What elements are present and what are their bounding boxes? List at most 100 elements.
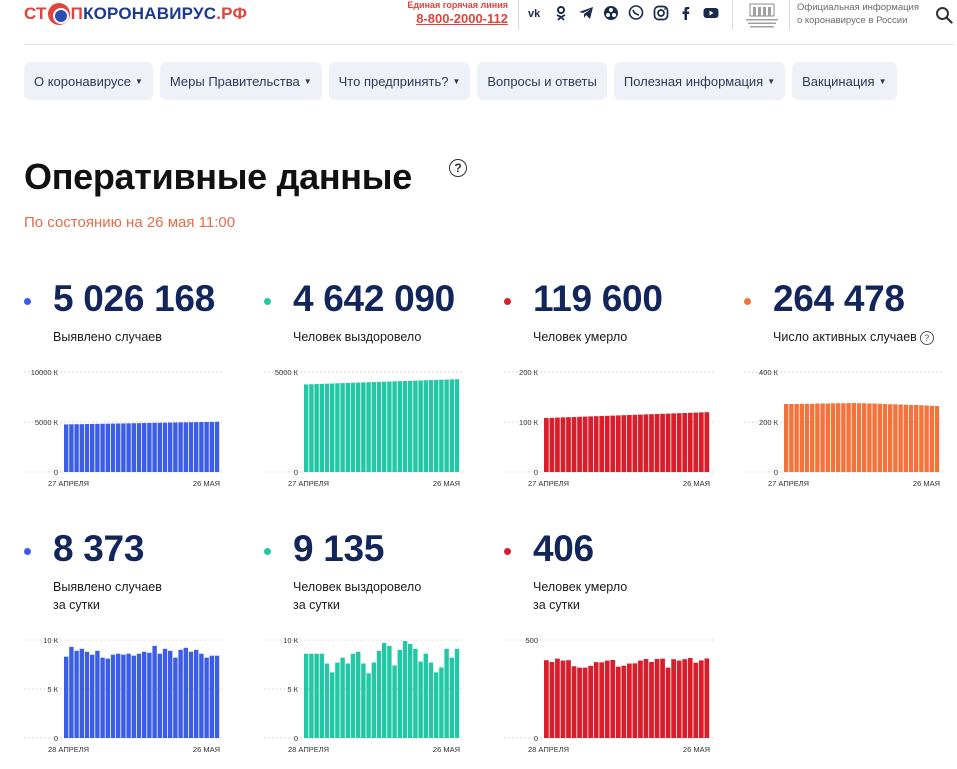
chart-cases-daily: 10 К 5 К 0 28 АПРЕЛЯ 26 МАЯ <box>24 636 224 754</box>
government-emblem-icon[interactable] <box>742 2 782 30</box>
nav-item-useful-info[interactable]: Полезная информация ▼ <box>613 62 786 100</box>
nav-item-what-to-do[interactable]: Что предпринять? ▼ <box>328 62 471 100</box>
stat-card-active-cases: 264 478 Число активных случаев? <box>744 278 957 345</box>
chart-bar <box>665 413 671 472</box>
chart-bar <box>428 662 434 738</box>
chart-bar <box>810 403 815 472</box>
viber-icon[interactable] <box>628 5 644 21</box>
hotline-phone-link[interactable]: 8-800-2000-112 <box>416 11 508 26</box>
chart-bar <box>188 651 194 738</box>
nav-item-government-measures[interactable]: Меры Правительства ▼ <box>159 62 322 100</box>
chart-bar <box>79 648 84 738</box>
chart-bar <box>371 662 376 738</box>
logo-text-part1: СТ <box>24 4 47 23</box>
chart-bar <box>898 404 903 472</box>
stat-sublabel: за сутки <box>53 598 100 612</box>
site-logo[interactable]: СТ П КОРОНАВИРУС .РФ <box>24 2 247 26</box>
chart-bar <box>392 665 397 738</box>
chart-bar <box>665 667 671 738</box>
chart-bar <box>660 658 665 738</box>
facebook-icon[interactable] <box>678 5 694 21</box>
chart-bar <box>549 661 555 738</box>
chart-bar <box>408 380 413 472</box>
search-icon[interactable] <box>935 6 953 24</box>
help-icon[interactable]: ? <box>449 159 467 177</box>
chart-bar <box>64 656 69 738</box>
chart-bar <box>687 412 693 472</box>
chart-bar <box>209 421 214 472</box>
chart-bar <box>84 424 90 472</box>
header-divider <box>789 0 790 30</box>
x-tick-label-end: 26 МАЯ <box>683 745 710 754</box>
chart-bar <box>423 380 428 472</box>
header-divider <box>518 0 519 30</box>
chart-bar <box>126 653 131 738</box>
chart-bar <box>789 404 794 472</box>
virus-logo-icon <box>47 3 70 25</box>
x-tick-label-start: 27 АПРЕЛЯ <box>288 479 329 488</box>
chart-bar <box>335 662 340 738</box>
chart-recovered-daily: 10 К 5 К 0 28 АПРЕЛЯ 26 МАЯ <box>264 636 464 754</box>
chart-bar <box>413 648 418 738</box>
chart-bar <box>643 659 649 738</box>
instagram-icon[interactable] <box>653 5 669 21</box>
y-tick-label: 200 К <box>759 418 779 427</box>
nav-item-about[interactable]: О коронавирусе ▼ <box>24 62 153 100</box>
chart-bar <box>698 412 704 472</box>
chart-bar <box>693 662 699 738</box>
chart-bar <box>444 379 449 472</box>
chart-bar <box>610 415 616 472</box>
chart-bar <box>825 403 830 472</box>
chart-bar <box>544 418 549 472</box>
chart-bar <box>157 653 162 738</box>
chart-bar <box>682 659 688 738</box>
chart-bar <box>643 414 649 472</box>
chart-bar <box>413 380 418 472</box>
chart-bar <box>454 379 460 472</box>
status-date: По состоянию на 26 мая 11:00 <box>24 214 236 231</box>
stat-card-recovered-total: 4 642 090 Человек выздоровело <box>264 278 494 344</box>
chart-bar <box>820 403 825 472</box>
site-header: СТ П КОРОНАВИРУС .РФ Единая горячая лини… <box>0 0 957 32</box>
chart-bar <box>627 663 632 738</box>
chart-bar <box>682 413 688 472</box>
vk-icon[interactable]: vk <box>528 5 544 21</box>
chart-bar <box>69 424 74 472</box>
youtube-icon[interactable] <box>703 5 719 21</box>
chart-bar <box>387 645 392 738</box>
chart-bar <box>428 380 434 472</box>
chart-bar <box>319 653 324 738</box>
chart-bar <box>418 380 423 472</box>
nav-item-vaccination[interactable]: Вакцинация ▼ <box>792 62 897 100</box>
chart-bar <box>382 642 387 738</box>
chart-bar <box>676 413 682 472</box>
chart-bar <box>209 655 214 738</box>
info-icon[interactable]: ? <box>919 330 934 345</box>
tiktok-icon[interactable] <box>603 5 619 21</box>
chart-bar <box>449 379 454 472</box>
chart-active-cases: 400 К 200 К 0 27 АПРЕЛЯ 26 МАЯ <box>744 368 944 488</box>
chart-bar <box>434 672 439 738</box>
header-divider <box>732 0 733 30</box>
deaths-dot <box>504 548 511 555</box>
stat-card-deaths-total: 119 600 Человек умерло <box>504 278 734 344</box>
header-divider-line <box>24 44 954 45</box>
chart-bar <box>100 657 105 738</box>
chart-bar <box>309 384 314 472</box>
chart-bar <box>330 383 335 472</box>
chart-cases-total: 10000 К 5000 К 0 27 АПРЕЛЯ 26 МАЯ <box>24 368 224 488</box>
nav-item-label: Полезная информация <box>623 73 764 89</box>
telegram-icon[interactable] <box>578 5 594 21</box>
stat-label: Человек умерло <box>533 330 628 344</box>
chart-bar <box>324 663 330 738</box>
chart-bar <box>555 658 560 738</box>
stat-sublabel: за сутки <box>533 598 580 612</box>
chart-bar <box>350 653 356 738</box>
chart-bar <box>784 404 789 472</box>
nav-item-faq[interactable]: Вопросы и ответы <box>477 62 607 100</box>
chart-bar <box>366 673 371 738</box>
ok-icon[interactable] <box>553 5 569 21</box>
chart-bar <box>314 384 319 472</box>
y-tick-label: 400 К <box>759 368 779 377</box>
chart-bar <box>79 424 84 472</box>
